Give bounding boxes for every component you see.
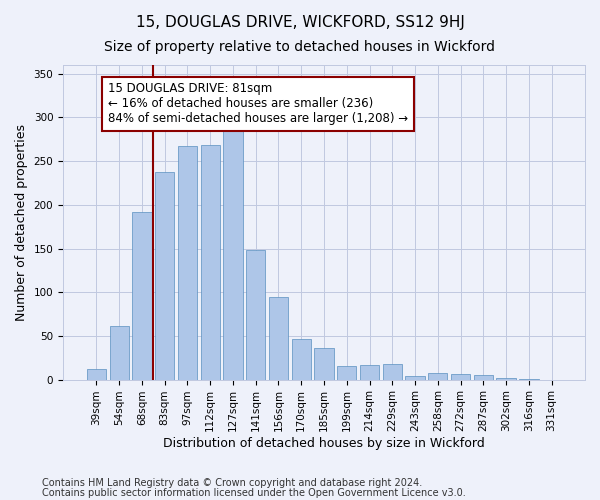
Bar [269,296,288,380]
Text: Size of property relative to detached houses in Wickford: Size of property relative to detached ho… [104,40,496,54]
Bar [246,250,265,380]
Bar [200,146,220,380]
Text: 15 DOUGLAS DRIVE: 81sqm
← 16% of detached houses are smaller (236)
84% of semi-d: 15 DOUGLAS DRIVE: 81sqm ← 16% of detache… [108,82,408,126]
Bar [223,130,242,380]
X-axis label: Distribution of detached houses by size in Wickford: Distribution of detached houses by size … [163,437,485,450]
Text: Contains HM Land Registry data © Crown copyright and database right 2024.: Contains HM Land Registry data © Crown c… [42,478,422,488]
Bar [519,378,539,380]
Bar [87,369,106,380]
Bar [406,376,425,380]
Bar [132,212,152,380]
Bar [337,366,356,380]
Bar [155,172,175,380]
Bar [178,146,197,380]
Bar [473,375,493,380]
Text: Contains public sector information licensed under the Open Government Licence v3: Contains public sector information licen… [42,488,466,498]
Bar [110,326,129,380]
Text: 15, DOUGLAS DRIVE, WICKFORD, SS12 9HJ: 15, DOUGLAS DRIVE, WICKFORD, SS12 9HJ [136,15,464,30]
Bar [428,374,448,380]
Bar [496,378,516,380]
Y-axis label: Number of detached properties: Number of detached properties [15,124,28,321]
Bar [360,364,379,380]
Bar [292,338,311,380]
Bar [383,364,402,380]
Bar [451,374,470,380]
Bar [314,348,334,380]
